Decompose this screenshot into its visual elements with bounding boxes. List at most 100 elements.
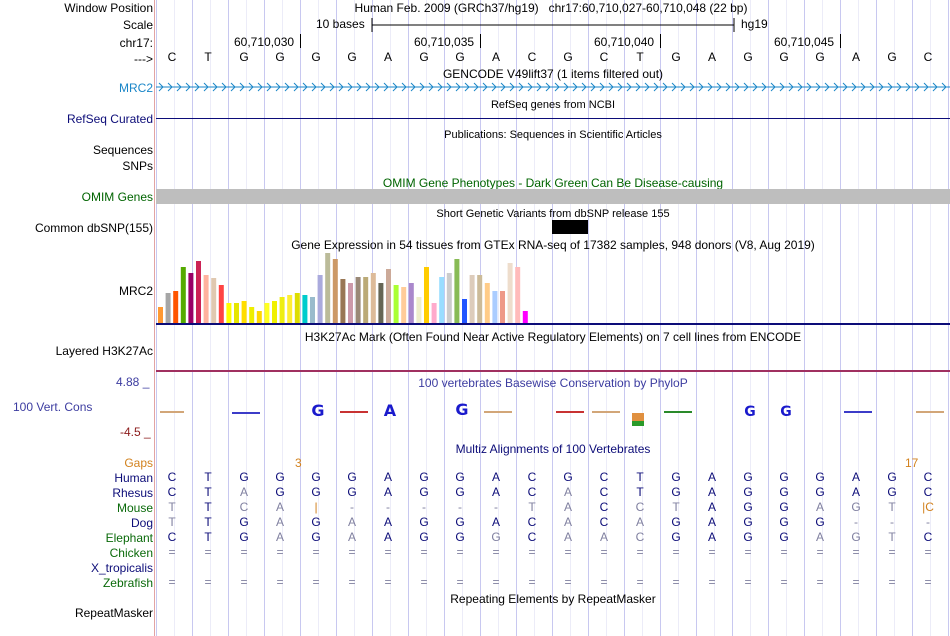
omim-track-title[interactable]: OMIM Gene Phenotypes - Dark Green Can Be… xyxy=(382,176,724,190)
conservation-letter: G xyxy=(455,400,468,419)
alignment-base: G xyxy=(419,530,429,544)
phylop-label[interactable]: 100 Vert. Cons xyxy=(13,400,93,414)
base-letter: G xyxy=(887,50,897,64)
repeatmasker-track-title[interactable]: Repeating Elements by RepeatMasker xyxy=(450,592,656,606)
dbsnp-label[interactable]: Common dbSNP(155) xyxy=(34,221,153,235)
tick-label-2: 60,710,035 xyxy=(414,35,475,49)
alignment-base: G xyxy=(347,470,357,484)
alignment-base: A xyxy=(563,500,572,514)
alignment-base: C xyxy=(599,470,609,484)
gtex-tissue-bar xyxy=(355,277,361,323)
species-label[interactable]: Mouse xyxy=(116,501,153,515)
species-label[interactable]: Elephant xyxy=(105,531,153,545)
alignment-base: G xyxy=(491,530,501,544)
alignment-base: G xyxy=(563,470,573,484)
gtex-gene-label[interactable]: MRC2 xyxy=(118,284,153,298)
alignment-base: G xyxy=(779,515,789,529)
alignment-base: G xyxy=(743,470,753,484)
dbsnp-variant-block[interactable] xyxy=(552,220,588,234)
publications-snps-label[interactable]: SNPs xyxy=(122,159,153,173)
alignment-base: = xyxy=(456,575,464,589)
alignment-base: = xyxy=(888,575,896,589)
alignment-base: = xyxy=(312,545,320,559)
h3k27ac-track-title[interactable]: H3K27Ac Mark (Often Found Near Active Re… xyxy=(304,330,802,344)
base-letter: G xyxy=(239,50,249,64)
window-position-value: Human Feb. 2009 (GRCh37/hg19) chr17:60,7… xyxy=(354,1,748,15)
refseq-label[interactable]: RefSeq Curated xyxy=(66,112,153,126)
alignment-base: = xyxy=(276,575,284,589)
gencode-gene-feature[interactable] xyxy=(156,80,950,94)
alignment-base: G xyxy=(779,500,789,514)
gtex-tissue-bar xyxy=(332,259,338,323)
refseq-gene-line[interactable] xyxy=(156,118,950,119)
gtex-expression-bars[interactable] xyxy=(156,252,536,324)
alignment-base: G xyxy=(455,470,465,484)
alignment-base: = xyxy=(672,575,680,589)
h3k27ac-label[interactable]: Layered H3K27Ac xyxy=(55,344,153,358)
species-label[interactable]: X_tropicalis xyxy=(90,561,153,575)
publications-sequences-label[interactable]: Sequences xyxy=(92,143,153,157)
omim-phenotype-bar[interactable] xyxy=(156,189,950,204)
alignment-base: A xyxy=(563,485,572,499)
gtex-tissue-bar xyxy=(408,283,414,323)
gtex-tissue-bar xyxy=(310,297,315,323)
alignment-base: G xyxy=(455,485,465,499)
gtex-tissue-bar xyxy=(515,267,521,323)
alignment-base: A xyxy=(383,530,392,544)
gtex-tissue-bar xyxy=(279,297,285,323)
gtex-tissue-bar xyxy=(477,275,483,323)
scale-bar xyxy=(371,18,735,32)
alignment-base: A xyxy=(815,530,824,544)
alignment-base: = xyxy=(636,575,644,589)
alignment-base: = xyxy=(780,545,788,559)
base-letter: C xyxy=(527,50,537,64)
alignment-base: G xyxy=(275,470,285,484)
phylop-logo-plot[interactable]: G A G G G xyxy=(156,395,950,431)
alignment-base: G xyxy=(419,485,429,499)
refseq-track-title[interactable]: RefSeq genes from NCBI xyxy=(490,99,616,111)
alignment-base: C xyxy=(599,500,609,514)
gtex-tissue-bar xyxy=(446,273,452,323)
gtex-tissue-bar xyxy=(241,301,247,323)
species-label[interactable]: Dog xyxy=(130,516,153,530)
phylop-min-value: -4.5 _ xyxy=(120,425,151,439)
gtex-tissue-bar xyxy=(378,283,384,323)
alignment-base: C xyxy=(527,470,537,484)
species-label[interactable]: Chicken xyxy=(109,546,153,560)
alignment-base: C xyxy=(923,470,933,484)
publications-track-title[interactable]: Publications: Sequences in Scientific Ar… xyxy=(444,129,662,141)
multiz-alignment-block[interactable]: Human C T G G G G A G G A C G C T G A G G G A G C Rhesus C T A G G G A… xyxy=(0,470,950,595)
gtex-tissue-bar xyxy=(363,277,369,323)
gtex-tissue-bar xyxy=(439,277,445,323)
omim-label[interactable]: OMIM Genes xyxy=(81,190,153,204)
base-letter: G xyxy=(275,50,285,64)
gtex-tissue-bar xyxy=(325,253,331,323)
gtex-tissue-bar xyxy=(401,287,407,323)
phylop-track-title[interactable]: 100 vertebrates Basewise Conservation by… xyxy=(418,376,688,390)
gencode-track-title[interactable]: GENCODE V49lift37 (1 items filtered out) xyxy=(442,67,664,81)
gaps-label[interactable]: Gaps xyxy=(124,456,153,470)
gtex-tissue-bar xyxy=(264,303,270,323)
repeatmasker-label[interactable]: RepeatMasker xyxy=(74,606,153,620)
species-label[interactable]: Zebrafish xyxy=(102,576,153,590)
alignment-base: = xyxy=(708,575,716,589)
species-label[interactable]: Human xyxy=(114,471,153,485)
alignment-base: A xyxy=(347,530,356,544)
alignment-base: = xyxy=(492,575,500,589)
base-letter: G xyxy=(563,50,573,64)
alignment-base: T xyxy=(204,470,212,484)
alignment-base: = xyxy=(636,545,644,559)
alignment-base: G xyxy=(311,530,321,544)
gtex-track-title[interactable]: Gene Expression in 54 tissues from GTEx … xyxy=(291,238,815,252)
alignment-base: = xyxy=(564,575,572,589)
dbsnp-track-title[interactable]: Short Genetic Variants from dbSNP releas… xyxy=(436,208,670,220)
gtex-tissue-bar xyxy=(484,283,490,323)
multiz-track-title[interactable]: Multiz Alignments of 100 Vertebrates xyxy=(455,442,651,456)
gtex-tissue-bar xyxy=(234,303,239,323)
gencode-item-label[interactable]: MRC2 xyxy=(118,81,153,95)
alignment-base: C xyxy=(239,500,249,514)
alignment-base: C xyxy=(527,530,537,544)
species-label[interactable]: Rhesus xyxy=(112,486,153,500)
base-letter: C xyxy=(923,50,933,64)
alignment-base: = xyxy=(168,545,176,559)
